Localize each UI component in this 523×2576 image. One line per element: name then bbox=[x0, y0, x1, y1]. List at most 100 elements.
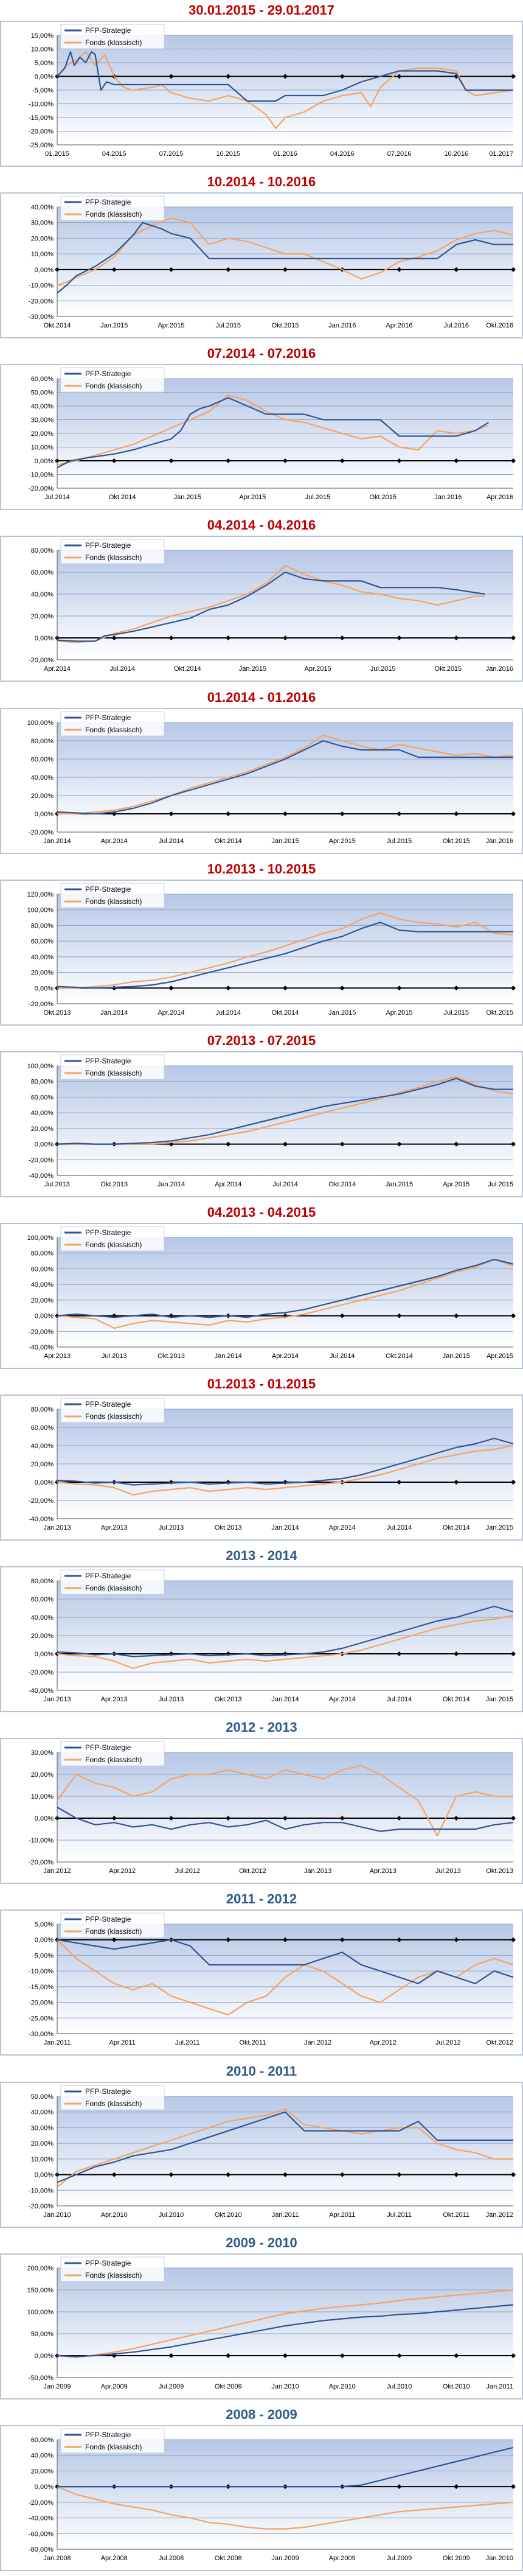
chart-title: 01.2013 - 01.2015 bbox=[207, 1376, 316, 1391]
zero-marker bbox=[339, 1937, 345, 1942]
y-tick-label: 60,00% bbox=[31, 376, 54, 383]
x-tick-label: Jan.2015 bbox=[443, 1353, 470, 1360]
legend-box bbox=[60, 883, 165, 908]
y-tick-label: -40,00% bbox=[29, 2515, 54, 2522]
chart-panel: 07.2014 - 07.2016 60,00% 50,00% 40,00% 30,00… bbox=[0, 343, 523, 515]
y-tick-label: 40,00% bbox=[31, 1281, 54, 1289]
y-tick-label: -10,00% bbox=[29, 2187, 54, 2194]
zero-marker bbox=[397, 2353, 402, 2358]
chart-title: 10.2014 - 10.2016 bbox=[207, 174, 316, 189]
zero-marker bbox=[168, 985, 174, 991]
x-tick-label: Jul.2008 bbox=[159, 2555, 184, 2562]
zero-marker bbox=[511, 1816, 516, 1821]
legend-label-fund: Fonds (klassisch) bbox=[85, 1412, 142, 1421]
zero-marker bbox=[226, 267, 231, 272]
line-chart: 200,00%150,00%100,00%50,00%0,00%-50,00%J… bbox=[27, 2256, 516, 2390]
x-tick-label: Jul.2015 bbox=[443, 1009, 469, 1017]
zero-marker bbox=[339, 1141, 345, 1147]
y-tick-label: 10,00% bbox=[31, 444, 54, 452]
x-tick-label: Apr.2012 bbox=[370, 2039, 397, 2046]
chart-frame: 40,00% 30,00% 20,00% 10,00% 0,00% -10,00% -20,… bbox=[0, 192, 523, 338]
y-tick-label: 60,00% bbox=[31, 938, 54, 945]
series-line-strategy bbox=[57, 2111, 513, 2183]
series-line-strategy bbox=[57, 2304, 514, 2357]
legend-label-fund: Fonds (klassisch) bbox=[85, 897, 142, 906]
x-tick-label: Jul.2016 bbox=[443, 322, 469, 329]
legend-box bbox=[60, 711, 165, 737]
line-chart: 5,00% 0,00% -5,00% -10,00% -15,00% -20,00% -25… bbox=[29, 1913, 516, 2046]
x-tick-label: Okt.2009 bbox=[443, 2555, 470, 2562]
chart-frame: 120,00% 100,00% 80,00% 60,00% 40,00% 20,00% 0,… bbox=[0, 880, 523, 1026]
series-line-strategy bbox=[57, 397, 489, 469]
zero-marker bbox=[111, 635, 117, 640]
y-tick-label: 10,00% bbox=[31, 2156, 54, 2163]
x-tick-label: Okt.2015 bbox=[369, 494, 397, 501]
y-tick-label: 40,00% bbox=[31, 2109, 54, 2116]
legend-box bbox=[60, 1569, 165, 1595]
legend-box bbox=[60, 367, 165, 393]
y-tick-label: 40,00% bbox=[31, 954, 54, 961]
x-tick-label: Okt.2014 bbox=[443, 1696, 470, 1703]
series-line-strategy bbox=[57, 571, 485, 642]
x-tick-label: Jan.2011 bbox=[44, 2039, 71, 2046]
zero-marker bbox=[454, 1480, 459, 1485]
x-tick-label: Jan.2009 bbox=[271, 2555, 299, 2562]
y-tick-label: 0,00% bbox=[35, 74, 54, 81]
series-line-strategy bbox=[57, 222, 513, 294]
x-tick-label: Okt.2013 bbox=[486, 1867, 513, 1875]
y-tick-label: -60,00% bbox=[29, 2530, 54, 2538]
y-tick-label: 0,00% bbox=[35, 985, 54, 992]
zero-marker bbox=[397, 985, 402, 991]
series-line-fund bbox=[57, 1258, 514, 1329]
plot-area bbox=[57, 550, 513, 660]
x-tick-label: Apr.2014 bbox=[44, 665, 71, 673]
zero-marker bbox=[511, 1480, 516, 1485]
x-tick-label: Okt.2013 bbox=[215, 1696, 242, 1703]
y-tick-label: 20,00% bbox=[31, 2468, 54, 2475]
x-tick-label: Jan.2010 bbox=[486, 2555, 513, 2562]
y-tick-label: 80,00% bbox=[31, 1250, 54, 1258]
line-chart: 100,00% 80,00% 60,00% 40,00% 20,00% 0,00% -20,… bbox=[27, 1226, 516, 1360]
chart-frame: 80,00% 60,00% 40,00% 20,00% 0,00% -20,00% -40,… bbox=[0, 1566, 523, 1712]
zero-marker bbox=[511, 1141, 516, 1147]
legend-label-strategy: PFP-Strategie bbox=[85, 2431, 131, 2439]
y-tick-label: 20,00% bbox=[31, 1125, 54, 1133]
legend-label-strategy: PFP-Strategie bbox=[85, 369, 131, 378]
y-tick-label: -15,00% bbox=[29, 114, 54, 122]
chart-panel: 2013 - 2014 80,00% 60,00% 40,00% 20,00% 0,00%… bbox=[0, 1545, 523, 1717]
x-tick-label: Apr.2014 bbox=[158, 1009, 184, 1017]
series-line-strategy bbox=[57, 1939, 514, 1984]
y-tick-label: 0,00% bbox=[35, 811, 54, 818]
legend-label-strategy: PFP-Strategie bbox=[85, 541, 131, 550]
legend-box bbox=[60, 2256, 165, 2282]
x-tick-label: Apr.2015 bbox=[443, 1181, 469, 1188]
zero-marker bbox=[283, 635, 288, 640]
zero-marker bbox=[111, 1937, 117, 1942]
series-line-fund bbox=[57, 2486, 514, 2530]
zero-marker bbox=[111, 458, 117, 463]
legend-label-fund: Fonds (klassisch) bbox=[85, 726, 142, 734]
y-tick-label: 100,00% bbox=[27, 1063, 54, 1070]
x-tick-label: Okt.2014 bbox=[272, 1009, 299, 1017]
x-tick-label: Apr.2014 bbox=[101, 838, 128, 845]
y-tick-label: -30,00% bbox=[29, 2031, 54, 2038]
y-tick-label: -25,00% bbox=[29, 2015, 54, 2022]
x-tick-label: Jul.2015 bbox=[488, 1181, 513, 1188]
chart-title: 07.2014 - 07.2016 bbox=[207, 346, 316, 361]
series-line-fund bbox=[57, 1444, 514, 1496]
chart-frame: 30,00% 20,00% 10,00% 0,00% -10,00% -20,00% Jan… bbox=[0, 1738, 523, 1884]
y-tick-label: -10,00% bbox=[29, 1837, 54, 1844]
x-tick-label: Apr.2015 bbox=[239, 494, 266, 501]
x-tick-label: Jan.2011 bbox=[272, 2211, 299, 2219]
zero-marker bbox=[226, 1816, 231, 1821]
y-tick-label: 30,00% bbox=[31, 1749, 54, 1757]
y-tick-label: 0,00% bbox=[35, 1141, 54, 1149]
legend: PFP-Strategie Fonds (klassisch) bbox=[60, 1741, 165, 1766]
series-line-strategy bbox=[57, 1605, 514, 1657]
zero-marker bbox=[339, 74, 345, 79]
x-tick-label: 01.2015 bbox=[45, 150, 69, 158]
y-tick-label: 60,00% bbox=[31, 2437, 54, 2444]
series-line-fund bbox=[57, 217, 514, 286]
y-tick-label: -40,00% bbox=[29, 1344, 54, 1351]
x-tick-label: Okt.2015 bbox=[486, 1009, 513, 1017]
